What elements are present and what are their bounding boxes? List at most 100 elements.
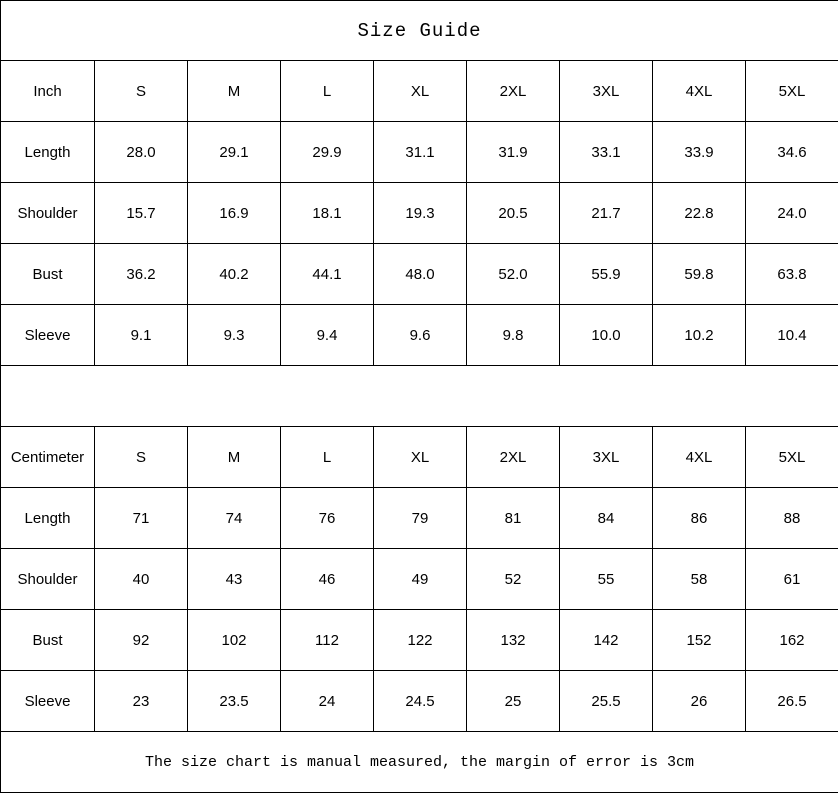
measurement-cell: 24.0: [746, 183, 838, 244]
centimeter-unit-header-cell: Centimeter: [1, 427, 95, 488]
measurement-cell: 63.8: [746, 244, 838, 305]
measurement-cell: 9.6: [374, 305, 467, 366]
measurement-cell: 22.8: [653, 183, 746, 244]
measurement-cell: 55: [560, 549, 653, 610]
row-label: Sleeve: [1, 671, 95, 732]
measurement-cell: 40.2: [188, 244, 281, 305]
measurement-cell: 61: [746, 549, 838, 610]
measurement-cell: 79: [374, 488, 467, 549]
size-header-cell-5xl: 5XL: [746, 61, 838, 122]
size-header-cell-4xl: 4XL: [653, 427, 746, 488]
size-header-cell-m: M: [188, 427, 281, 488]
measurement-cell: 81: [467, 488, 560, 549]
inch-unit-header-cell: Inch: [1, 61, 95, 122]
measurement-cell: 23: [95, 671, 188, 732]
measurement-cell: 24: [281, 671, 374, 732]
measurement-cell: 18.1: [281, 183, 374, 244]
measurement-cell: 25: [467, 671, 560, 732]
measurement-cell: 46: [281, 549, 374, 610]
table-row-inch-bust: Bust 36.2 40.2 44.1 48.0 52.0 55.9 59.8 …: [1, 244, 838, 305]
spacer-row: [1, 366, 838, 427]
row-label: Length: [1, 122, 95, 183]
measurement-cell: 25.5: [560, 671, 653, 732]
title-section: Size Guide: [1, 1, 838, 61]
table-row-cm-length: Length 71 74 76 79 81 84 86 88: [1, 488, 838, 549]
measurement-cell: 86: [653, 488, 746, 549]
measurement-cell: 31.1: [374, 122, 467, 183]
measurement-cell: 9.4: [281, 305, 374, 366]
row-label: Length: [1, 488, 95, 549]
row-label: Shoulder: [1, 549, 95, 610]
size-header-cell-3xl: 3XL: [560, 427, 653, 488]
measurement-cell: 49: [374, 549, 467, 610]
measurement-cell: 84: [560, 488, 653, 549]
measurement-cell: 15.7: [95, 183, 188, 244]
size-header-cell-m: M: [188, 61, 281, 122]
footer-note: The size chart is manual measured, the m…: [1, 732, 838, 793]
measurement-cell: 21.7: [560, 183, 653, 244]
measurement-cell: 10.0: [560, 305, 653, 366]
measurement-cell: 55.9: [560, 244, 653, 305]
measurement-cell: 92: [95, 610, 188, 671]
spacer-section: [1, 366, 838, 427]
measurement-cell: 76: [281, 488, 374, 549]
row-label: Bust: [1, 610, 95, 671]
centimeter-header-row: Centimeter S M L XL 2XL 3XL 4XL 5XL: [1, 427, 838, 488]
spacer-cell: [1, 366, 838, 427]
row-label: Sleeve: [1, 305, 95, 366]
measurement-cell: 9.8: [467, 305, 560, 366]
measurement-cell: 9.3: [188, 305, 281, 366]
size-header-cell-s: S: [95, 427, 188, 488]
size-header-cell-l: L: [281, 61, 374, 122]
measurement-cell: 34.6: [746, 122, 838, 183]
measurement-cell: 33.9: [653, 122, 746, 183]
table-row-inch-sleeve: Sleeve 9.1 9.3 9.4 9.6 9.8 10.0 10.2 10.…: [1, 305, 838, 366]
measurement-cell: 132: [467, 610, 560, 671]
measurement-cell: 29.9: [281, 122, 374, 183]
table-row-cm-sleeve: Sleeve 23 23.5 24 24.5 25 25.5 26 26.5: [1, 671, 838, 732]
measurement-cell: 88: [746, 488, 838, 549]
measurement-cell: 20.5: [467, 183, 560, 244]
measurement-cell: 33.1: [560, 122, 653, 183]
measurement-cell: 48.0: [374, 244, 467, 305]
inch-table-section: Inch S M L XL 2XL 3XL 4XL 5XL Length 28.…: [1, 61, 838, 366]
size-header-cell-xl: XL: [374, 61, 467, 122]
measurement-cell: 36.2: [95, 244, 188, 305]
measurement-cell: 26: [653, 671, 746, 732]
measurement-cell: 10.2: [653, 305, 746, 366]
measurement-cell: 23.5: [188, 671, 281, 732]
measurement-cell: 24.5: [374, 671, 467, 732]
size-header-cell-4xl: 4XL: [653, 61, 746, 122]
measurement-cell: 74: [188, 488, 281, 549]
table-row-inch-length: Length 28.0 29.1 29.9 31.1 31.9 33.1 33.…: [1, 122, 838, 183]
row-label: Shoulder: [1, 183, 95, 244]
measurement-cell: 26.5: [746, 671, 838, 732]
size-header-cell-s: S: [95, 61, 188, 122]
measurement-cell: 31.9: [467, 122, 560, 183]
footer-row: The size chart is manual measured, the m…: [1, 732, 838, 793]
measurement-cell: 162: [746, 610, 838, 671]
table-row-cm-bust: Bust 92 102 112 122 132 142 152 162: [1, 610, 838, 671]
measurement-cell: 43: [188, 549, 281, 610]
measurement-cell: 52: [467, 549, 560, 610]
measurement-cell: 28.0: [95, 122, 188, 183]
size-header-cell-3xl: 3XL: [560, 61, 653, 122]
measurement-cell: 44.1: [281, 244, 374, 305]
measurement-cell: 9.1: [95, 305, 188, 366]
measurement-cell: 40: [95, 549, 188, 610]
measurement-cell: 58: [653, 549, 746, 610]
measurement-cell: 71: [95, 488, 188, 549]
measurement-cell: 102: [188, 610, 281, 671]
measurement-cell: 10.4: [746, 305, 838, 366]
measurement-cell: 122: [374, 610, 467, 671]
measurement-cell: 16.9: [188, 183, 281, 244]
measurement-cell: 59.8: [653, 244, 746, 305]
row-label: Bust: [1, 244, 95, 305]
title-row: Size Guide: [1, 1, 838, 61]
measurement-cell: 112: [281, 610, 374, 671]
size-header-cell-xl: XL: [374, 427, 467, 488]
measurement-cell: 19.3: [374, 183, 467, 244]
table-row-inch-shoulder: Shoulder 15.7 16.9 18.1 19.3 20.5 21.7 2…: [1, 183, 838, 244]
size-header-cell-2xl: 2XL: [467, 427, 560, 488]
